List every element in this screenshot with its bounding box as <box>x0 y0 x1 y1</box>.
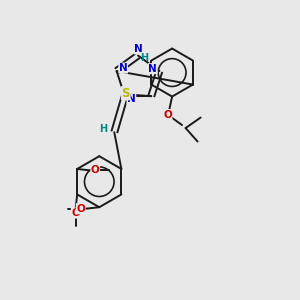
Text: O: O <box>91 166 100 176</box>
Text: O: O <box>76 204 85 214</box>
Text: N: N <box>127 94 136 104</box>
Text: O: O <box>71 208 80 218</box>
Text: H: H <box>99 124 107 134</box>
Text: N: N <box>134 44 143 54</box>
Text: O: O <box>163 110 172 119</box>
Text: H: H <box>140 52 148 62</box>
Text: N: N <box>148 64 157 74</box>
Text: S: S <box>122 87 130 100</box>
Text: N: N <box>119 63 128 73</box>
